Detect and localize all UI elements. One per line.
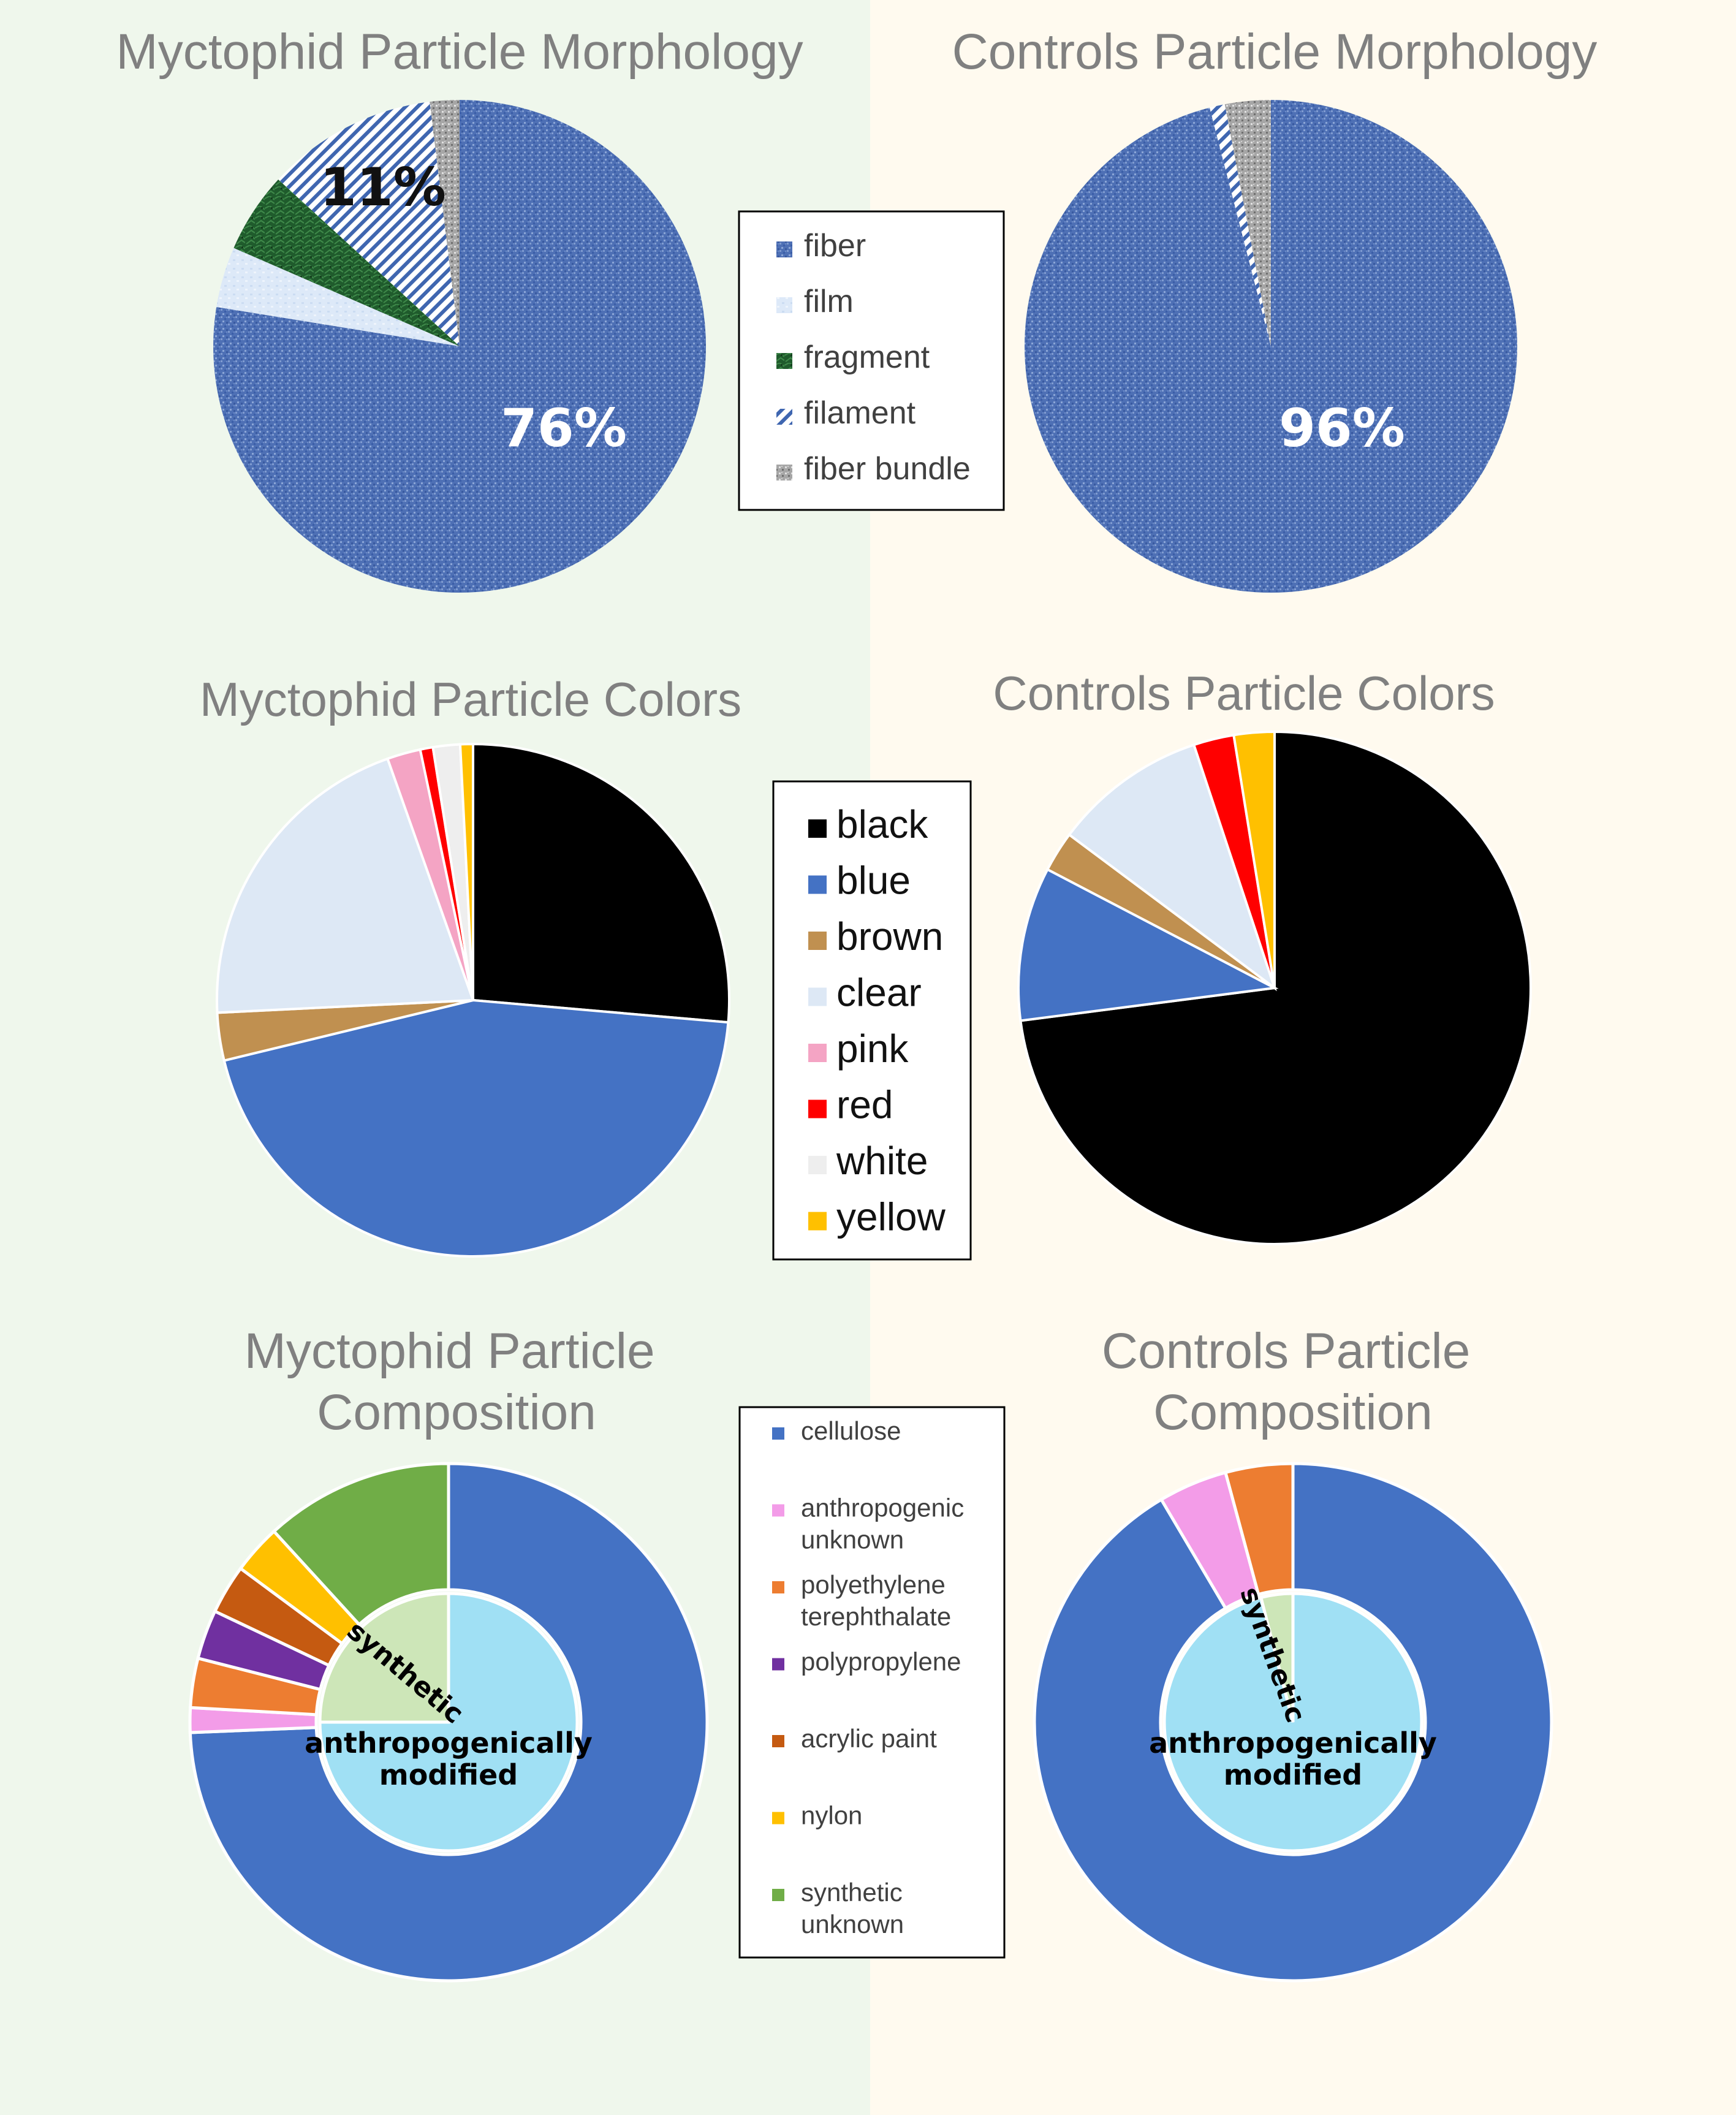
composition-legend: cellulose anthropogenic unknown polyethylen…: [738, 1406, 1006, 1959]
outer-slice-cellulose: [188, 1462, 709, 1983]
outer-slice-synthetic-unknown: [271, 1462, 450, 1627]
legend-swatch-yellow: [808, 1212, 827, 1231]
legend-label-synthetic-unknown: synthetic unknown: [801, 1878, 904, 1938]
outer-slice-cellulose: [1033, 1462, 1553, 1983]
inner-label-modified: modified: [1224, 1758, 1362, 1791]
legend-label-acrylic-paint: acrylic paint: [801, 1724, 937, 1753]
slice-blue: [222, 998, 730, 1258]
myct-colors-title: Myctophid Particle Colors: [200, 672, 741, 726]
outer-slice-polyethylene-terephthalate: [1223, 1462, 1295, 1597]
ctrl-colors-title: Controls Particle Colors: [993, 666, 1495, 720]
colors-legend: black blue brown clear pink red white yellow: [772, 780, 972, 1261]
legend-label-brown: brown: [836, 914, 943, 959]
legend-label-fiber-bundle: fiber bundle: [804, 451, 971, 487]
data-label-filament: 11%: [320, 157, 446, 218]
legend-label-blue: blue: [836, 859, 911, 903]
inner-label-modified: modified: [379, 1758, 518, 1791]
slice-filament: [1210, 104, 1271, 346]
slice-yellow: [1232, 730, 1276, 989]
legend-swatch-black: [808, 819, 827, 838]
legend-swatch-clear: [808, 987, 827, 1006]
legend-label-pink: pink: [836, 1027, 909, 1071]
legend-swatch-red: [808, 1099, 827, 1118]
legend-swatch-fiber: [776, 241, 792, 257]
ctrl-comp-title: Controls Particle Composition: [1102, 1323, 1484, 1440]
legend-swatch-acrylic-paint: [772, 1735, 784, 1747]
slice-fiber-bundle: [1224, 100, 1271, 346]
myct-colors-pie: [216, 742, 730, 1258]
legend-label-red: red: [836, 1083, 893, 1127]
legend-label-polypropylene: polypropylene: [801, 1647, 961, 1676]
legend-label-film: film: [804, 284, 854, 319]
myct-morph-title: Myctophid Particle Morphology: [116, 24, 803, 80]
inner-slice-synthetic: [318, 1592, 450, 1724]
slice-filament: [278, 101, 460, 347]
inner-label-anthropogenically: anthropogenically: [305, 1726, 593, 1760]
data-label-fiber: 96%: [1279, 398, 1405, 459]
leg-colors-frame: [772, 780, 972, 1261]
legend-label-fiber: fiber: [804, 228, 866, 264]
legend-swatch-anthropogenic-unknown: [772, 1504, 784, 1517]
morphology-legend: fiber film fragment filament fiber bundle: [738, 210, 1005, 511]
legend-label-black: black: [836, 802, 928, 846]
slice-yellow: [458, 742, 474, 1001]
legend-swatch-brown: [808, 932, 827, 950]
legend-swatch-nylon: [772, 1812, 784, 1825]
slice-fragment: [233, 179, 460, 346]
legend-label-fragment: fragment: [804, 340, 930, 375]
legend-label-yellow: yellow: [836, 1195, 946, 1239]
ctrl-morph-title: Controls Particle Morphology: [952, 24, 1598, 80]
slice-blue: [1017, 867, 1279, 1022]
legend-swatch-fragment: [776, 353, 792, 369]
slice-clear: [1067, 743, 1277, 992]
legend-label-white: white: [836, 1139, 928, 1183]
legend-swatch-synthetic-unknown: [772, 1889, 784, 1901]
myct-morph-pie: 76% 11%: [213, 100, 707, 593]
legend-label-nylon: nylon: [801, 1801, 862, 1830]
inner-label-anthropogenically: anthropogenically: [1149, 1726, 1437, 1760]
legend-swatch-fiber-bundle: [776, 465, 792, 480]
ctrl-colors-pie: [1017, 730, 1532, 1245]
legend-swatch-filament: [776, 409, 792, 425]
legend-label-filament: filament: [804, 395, 916, 431]
legend-swatch-polypropylene: [772, 1658, 784, 1671]
legend-label-polyethylene-terephthalate: polyethylene terephthalate: [801, 1570, 951, 1631]
ctrl-morph-pie: 96%: [1024, 100, 1517, 593]
legend-swatch-polyethylene-terephthalate: [772, 1581, 784, 1593]
legend-swatch-white: [808, 1156, 827, 1174]
legend-swatch-blue: [808, 875, 827, 894]
legend-swatch-pink: [808, 1044, 827, 1062]
legend-swatch-film: [776, 297, 792, 313]
slice-fiber-bundle: [430, 100, 460, 346]
legend-swatch-cellulose: [772, 1427, 784, 1440]
myct-comp-title: Myctophid Particle Composition: [244, 1323, 669, 1440]
legend-label-clear: clear: [836, 971, 922, 1015]
data-label-fiber: 76%: [501, 398, 627, 459]
inner-slice-anthropogenically-modified: [318, 1592, 579, 1853]
slice-film: [216, 248, 460, 346]
legend-label-cellulose: cellulose: [801, 1416, 901, 1445]
leg-comp-frame: [738, 1406, 1006, 1959]
slice-fiber: [213, 100, 707, 593]
legend-label-anthropogenic-unknown: anthropogenic unknown: [801, 1494, 964, 1554]
inner-slice-synthetic: [1259, 1592, 1295, 1723]
slice-fiber: [1024, 100, 1517, 593]
slice-black: [472, 742, 730, 1024]
